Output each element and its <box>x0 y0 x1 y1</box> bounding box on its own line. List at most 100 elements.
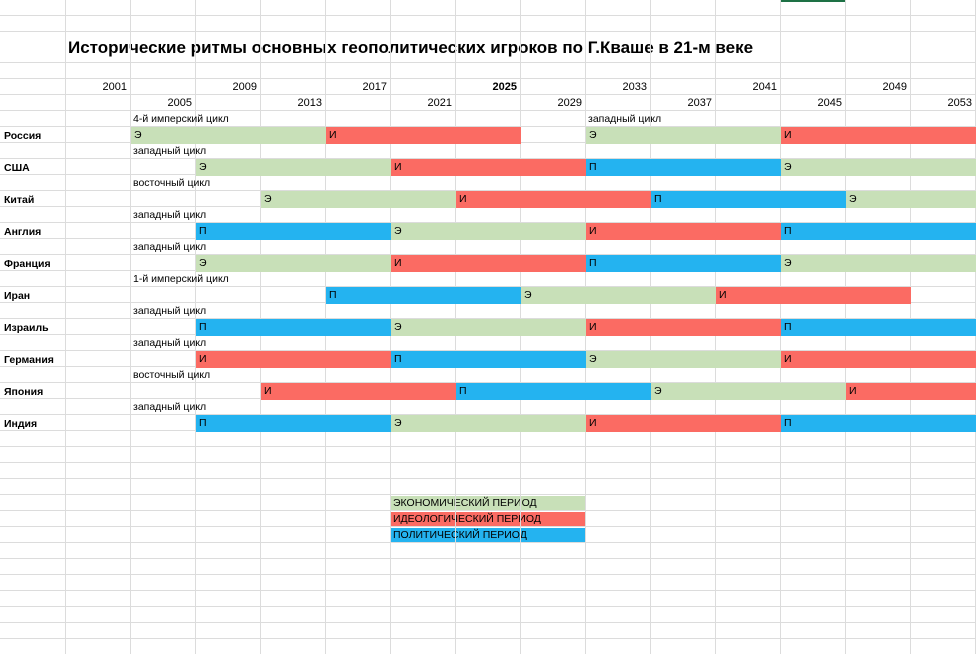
cycle-label: 4-й имперский цикл <box>133 113 229 125</box>
grid-row-line <box>0 414 976 415</box>
period-bar-ideological[interactable]: И <box>261 383 456 400</box>
period-bar-political[interactable]: П <box>196 223 391 240</box>
grid-row-line <box>0 350 976 351</box>
period-bar-economic[interactable]: Э <box>261 191 456 208</box>
grid-row-line <box>0 446 976 447</box>
period-bar-political[interactable]: П <box>781 223 976 240</box>
cycle-label: западный цикл <box>133 241 207 253</box>
period-bar-political[interactable]: П <box>196 319 391 336</box>
grid-row-line <box>0 78 976 79</box>
grid-row-line <box>0 254 976 255</box>
grid-row-line <box>0 382 976 383</box>
grid-row-line <box>0 158 976 159</box>
grid-row-line <box>0 62 976 63</box>
period-bar-political[interactable]: П <box>586 255 781 272</box>
cycle-label: западный цикл <box>588 113 662 125</box>
period-bar-economic[interactable]: Э <box>651 383 846 400</box>
grid-row-line <box>0 15 976 16</box>
year-label: 2021 <box>427 97 452 109</box>
grid-row-line <box>0 638 976 639</box>
year-label: 2045 <box>817 97 842 109</box>
period-bar-ideological[interactable]: И <box>781 127 976 144</box>
period-bar-ideological[interactable]: И <box>391 159 586 176</box>
period-bar-political[interactable]: П <box>391 351 586 368</box>
period-bar-economic[interactable]: Э <box>521 287 716 304</box>
period-bar-economic[interactable]: Э <box>391 319 586 336</box>
period-bar-ideological[interactable]: И <box>586 223 781 240</box>
period-bar-political[interactable]: П <box>196 415 391 432</box>
year-label: 2013 <box>297 97 322 109</box>
period-bar-ideological[interactable]: И <box>586 319 781 336</box>
year-label: 2037 <box>687 97 712 109</box>
grid-row-line <box>0 574 976 575</box>
cycle-label: западный цикл <box>133 209 207 221</box>
period-bar-political[interactable]: П <box>586 159 781 176</box>
country-label: Россия <box>4 130 42 142</box>
year-label: 2001 <box>102 81 127 93</box>
period-bar-ideological[interactable]: И <box>326 127 521 144</box>
grid-row-line <box>0 494 976 495</box>
grid-row-line <box>0 510 976 511</box>
grid-row-line <box>0 318 976 319</box>
year-label: 2025 <box>492 81 517 93</box>
period-bar-ideological[interactable]: И <box>781 351 976 368</box>
period-bar-economic[interactable]: Э <box>586 127 781 144</box>
period-bar-economic[interactable]: Э <box>781 159 976 176</box>
country-label: Индия <box>4 418 38 430</box>
year-label: 2029 <box>557 97 582 109</box>
year-label: 2005 <box>167 97 192 109</box>
grid-row-line <box>0 622 976 623</box>
grid-column-line <box>130 0 131 654</box>
grid-row-line <box>0 462 976 463</box>
period-bar-political[interactable]: П <box>456 383 651 400</box>
grid-row-line <box>0 31 976 32</box>
cycle-label: западный цикл <box>133 305 207 317</box>
period-bar-political[interactable]: П <box>781 415 976 432</box>
cycle-label: восточный цикл <box>133 177 211 189</box>
country-label: Китай <box>4 194 35 206</box>
grid-row-line <box>0 94 976 95</box>
period-bar-ideological[interactable]: И <box>586 415 781 432</box>
period-bar-economic[interactable]: Э <box>196 255 391 272</box>
period-bar-economic[interactable]: Э <box>781 255 976 272</box>
year-label: 2017 <box>362 81 387 93</box>
cycle-label: 1-й имперский цикл <box>133 273 229 285</box>
country-label: Германия <box>4 354 54 366</box>
country-label: Иран <box>4 290 31 302</box>
grid-row-line <box>0 478 976 479</box>
grid-row-line <box>0 558 976 559</box>
period-bar-economic[interactable]: Э <box>586 351 781 368</box>
grid-row-line <box>0 526 976 527</box>
period-bar-economic[interactable]: Э <box>196 159 391 176</box>
grid-row-line <box>0 222 976 223</box>
cycle-label: западный цикл <box>133 145 207 157</box>
country-label: Япония <box>4 386 44 398</box>
period-bar-economic[interactable]: Э <box>846 191 976 208</box>
country-label: США <box>4 162 30 174</box>
cycle-label: восточный цикл <box>133 369 211 381</box>
period-bar-ideological[interactable]: И <box>456 191 651 208</box>
selected-cell-indicator <box>781 0 845 2</box>
period-bar-ideological[interactable]: И <box>196 351 391 368</box>
period-bar-ideological[interactable]: И <box>716 287 911 304</box>
legend-item-political: ПОЛИТИЧЕСКИЙ ПЕРИОД <box>390 528 585 543</box>
legend-item-economic: ЭКОНОМИЧЕСКИЙ ПЕРИОД <box>390 496 585 511</box>
period-bar-economic[interactable]: Э <box>131 127 326 144</box>
year-label: 2033 <box>622 81 647 93</box>
period-bar-economic[interactable]: Э <box>391 223 586 240</box>
year-label: 2053 <box>947 97 972 109</box>
legend-item-ideological: ИДЕОЛОГИЧЕСКИЙ ПЕРИОД <box>390 512 585 527</box>
period-bar-economic[interactable]: Э <box>391 415 586 432</box>
page-title: Исторические ритмы основных геополитичес… <box>68 38 754 57</box>
grid-row-line <box>0 110 976 111</box>
period-bar-political[interactable]: П <box>651 191 846 208</box>
period-bar-political[interactable]: П <box>326 287 521 304</box>
period-bar-ideological[interactable]: И <box>846 383 976 400</box>
year-label: 2049 <box>882 81 907 93</box>
country-label: Франция <box>4 258 51 270</box>
grid-column-line <box>65 0 66 654</box>
period-bar-ideological[interactable]: И <box>391 255 586 272</box>
year-label: 2009 <box>232 81 257 93</box>
period-bar-political[interactable]: П <box>781 319 976 336</box>
